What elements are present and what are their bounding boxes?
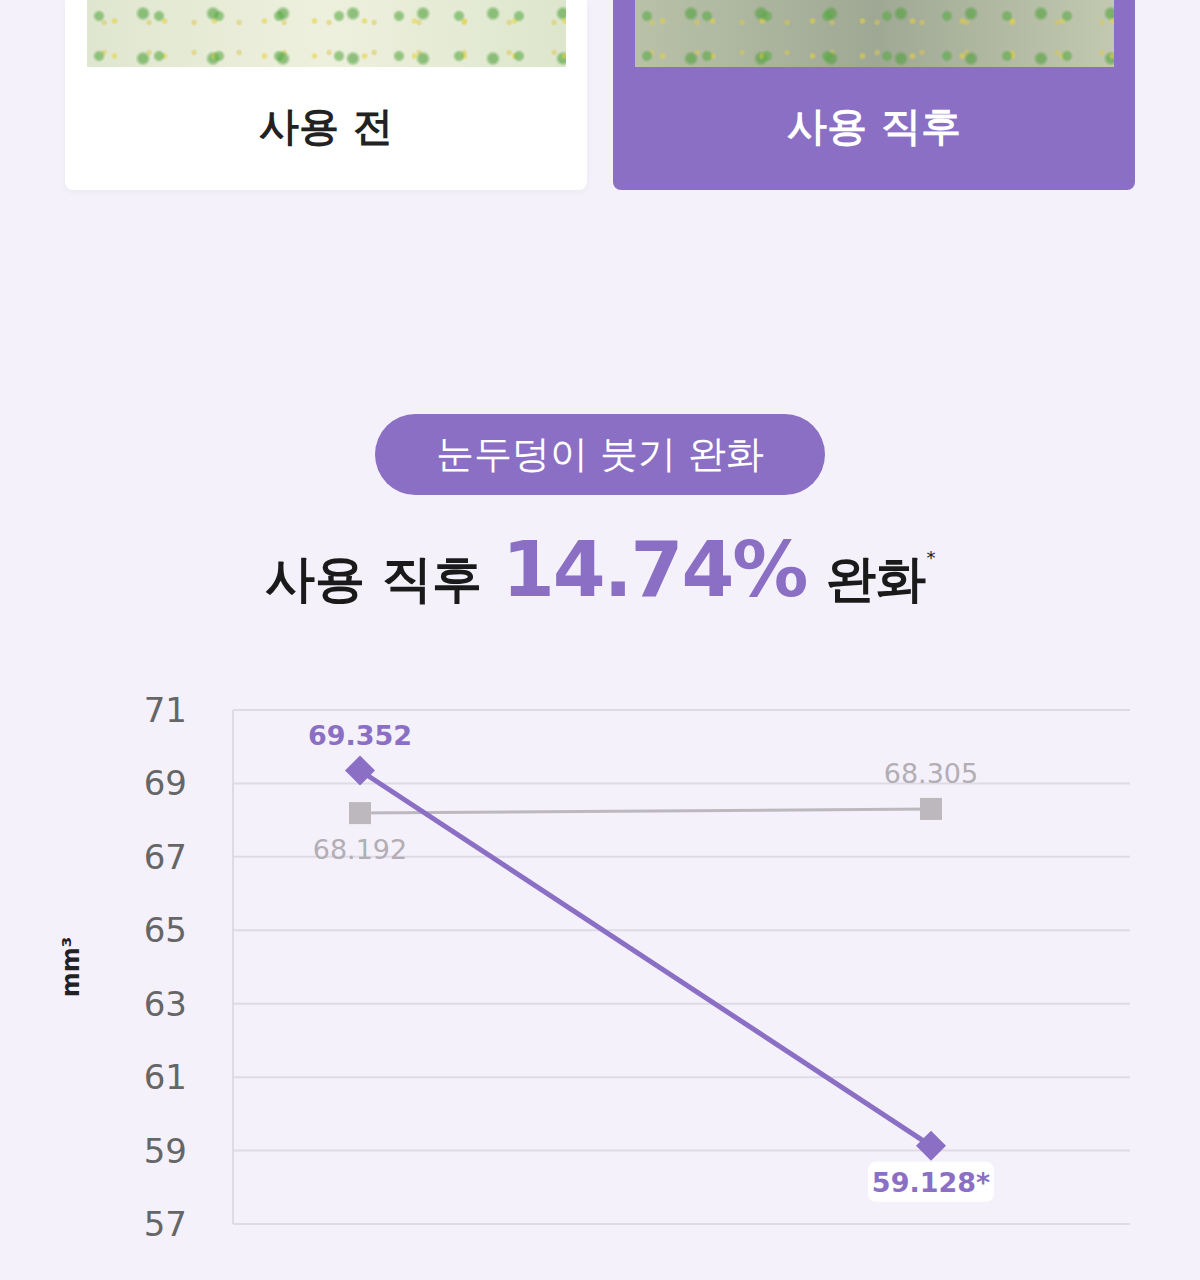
svg-text:59: 59 [144,1131,187,1171]
svg-text:61: 61 [144,1057,187,1097]
svg-text:68.192: 68.192 [313,834,407,865]
svg-text:71: 71 [144,690,187,730]
svg-text:67: 67 [144,837,187,877]
svg-text:69.352: 69.352 [308,720,412,751]
svg-text:63: 63 [144,984,187,1024]
svg-text:68.305: 68.305 [884,758,978,789]
svg-text:mm³: mm³ [57,937,85,998]
html-text:사용 전: 사용 전 [259,103,393,149]
svg-text:57: 57 [144,1204,187,1244]
svg-text:59.128*: 59.128* [872,1167,990,1198]
html-text:사용 직후: 사용 직후 [787,103,961,149]
svg-text:69: 69 [144,763,187,803]
html-text:사용 직후 14.74% 완화: 사용 직후 14.74% 완화 [264,525,927,614]
svg-text:65: 65 [144,910,187,950]
html-text:눈두덩이 붓기 완화: 눈두덩이 붓기 완화 [435,432,765,476]
